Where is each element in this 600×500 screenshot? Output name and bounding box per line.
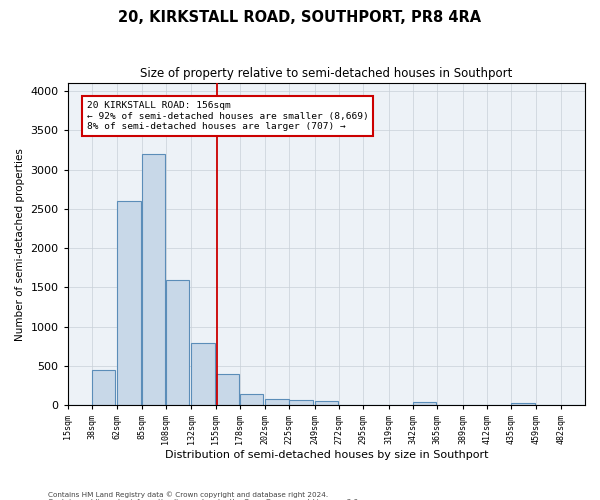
Title: Size of property relative to semi-detached houses in Southport: Size of property relative to semi-detach…	[140, 68, 512, 80]
Bar	[215, 374, 239, 406]
Bar	[240, 394, 263, 406]
Bar	[118, 201, 141, 406]
Bar	[289, 400, 313, 406]
Bar	[511, 403, 535, 406]
Text: Contains HM Land Registry data © Crown copyright and database right 2024.: Contains HM Land Registry data © Crown c…	[48, 491, 328, 498]
Bar	[315, 402, 338, 406]
Y-axis label: Number of semi-detached properties: Number of semi-detached properties	[15, 148, 25, 340]
Bar	[166, 280, 190, 406]
Text: Contains public sector information licensed under the Open Government Licence v3: Contains public sector information licen…	[48, 499, 361, 500]
Bar	[92, 370, 115, 406]
Bar	[142, 154, 165, 406]
Bar	[413, 402, 436, 406]
Text: 20, KIRKSTALL ROAD, SOUTHPORT, PR8 4RA: 20, KIRKSTALL ROAD, SOUTHPORT, PR8 4RA	[118, 10, 482, 25]
X-axis label: Distribution of semi-detached houses by size in Southport: Distribution of semi-detached houses by …	[164, 450, 488, 460]
Bar	[191, 342, 215, 406]
Bar	[265, 399, 289, 406]
Text: 20 KIRKSTALL ROAD: 156sqm
← 92% of semi-detached houses are smaller (8,669)
8% o: 20 KIRKSTALL ROAD: 156sqm ← 92% of semi-…	[87, 101, 368, 131]
